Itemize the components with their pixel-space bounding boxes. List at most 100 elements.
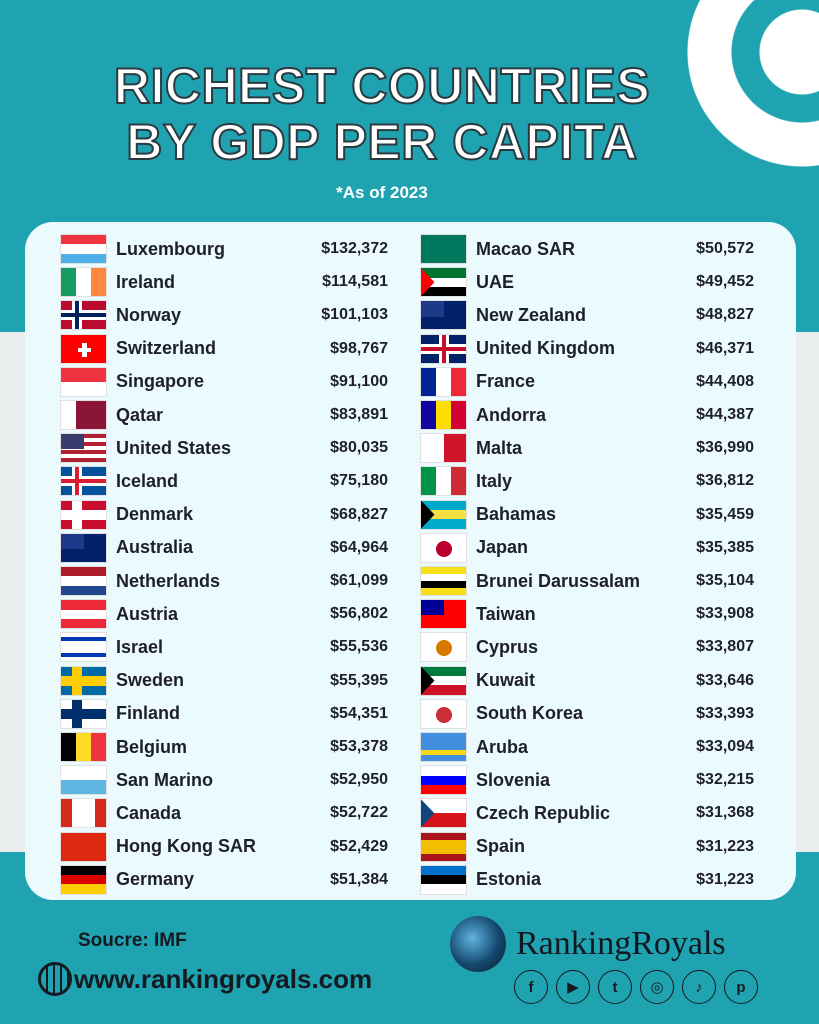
flag-new-zealand-icon bbox=[420, 300, 467, 331]
brand-logo: RankingRoyals bbox=[450, 916, 726, 972]
country-row-taiwan: Taiwan $33,908 bbox=[420, 599, 754, 630]
gdp-value: $64,964 bbox=[330, 538, 388, 556]
country-row-cyprus: Cyprus $33,807 bbox=[420, 632, 754, 663]
flag-sweden-icon bbox=[60, 665, 107, 696]
country-name: Denmark bbox=[116, 504, 194, 525]
country-row-japan: Japan $35,385 bbox=[420, 532, 754, 563]
gdp-value: $44,408 bbox=[696, 372, 754, 390]
country-row-aruba: Aruba $33,094 bbox=[420, 732, 754, 762]
country-name: United Kingdom bbox=[476, 338, 615, 359]
flag-denmark-icon bbox=[60, 499, 107, 530]
gdp-value: $52,950 bbox=[330, 771, 388, 789]
country-row-spain: Spain $31,223 bbox=[420, 831, 754, 862]
country-name: Slovenia bbox=[476, 769, 551, 790]
social-links: f ▶ t ◎ ♪ p bbox=[514, 970, 758, 1004]
flag-israel-icon bbox=[60, 632, 107, 663]
flag-iceland-icon bbox=[60, 466, 107, 497]
gdp-value: $35,104 bbox=[696, 572, 754, 589]
flag-finland-icon bbox=[60, 698, 107, 729]
flag-taiwan-icon bbox=[420, 599, 467, 630]
flag-belgium-icon bbox=[60, 732, 107, 762]
country-row-brunei-darussalam: Brunei Darussalam $35,104 bbox=[420, 566, 754, 596]
title-line-1: RICHEST COUNTRIES bbox=[113, 57, 651, 115]
country-name: Austria bbox=[116, 603, 179, 624]
country-name: Qatar bbox=[116, 404, 164, 425]
flag-aruba-icon bbox=[420, 732, 467, 762]
gdp-value: $33,094 bbox=[696, 738, 754, 755]
country-row-france: France $44,408 bbox=[420, 366, 754, 397]
gdp-value: $75,180 bbox=[330, 472, 388, 490]
country-name: Sweden bbox=[116, 670, 185, 691]
country-name: France bbox=[476, 371, 536, 392]
country-row-australia: Australia $64,964 bbox=[60, 532, 388, 563]
gdp-value: $132,372 bbox=[321, 240, 388, 257]
country-row-germany: Germany $51,384 bbox=[60, 864, 388, 895]
country-row-malta: Malta $36,990 bbox=[420, 433, 754, 464]
country-name: Italy bbox=[476, 470, 513, 491]
country-row-qatar: Qatar $83,891 bbox=[60, 400, 388, 430]
country-name: Macao SAR bbox=[476, 238, 576, 259]
flag-malta-icon bbox=[420, 433, 467, 464]
country-row-czech-republic: Czech Republic $31,368 bbox=[420, 798, 754, 829]
gdp-value: $44,387 bbox=[696, 406, 754, 423]
flag-macao-sar-icon bbox=[420, 234, 467, 264]
country-row-belgium: Belgium $53,378 bbox=[60, 732, 388, 762]
country-name: Ireland bbox=[116, 271, 176, 292]
gdp-value: $35,385 bbox=[696, 538, 754, 556]
country-name: Singapore bbox=[116, 371, 205, 392]
country-name: Malta bbox=[476, 437, 523, 458]
country-name: New Zealand bbox=[476, 304, 587, 325]
gdp-value: $31,368 bbox=[696, 804, 754, 822]
flag-slovenia-icon bbox=[420, 765, 467, 796]
flag-uae-icon bbox=[420, 267, 467, 298]
gdp-value: $55,395 bbox=[330, 671, 388, 689]
country-row-south-korea: South Korea $33,393 bbox=[420, 698, 754, 729]
tiktok-icon[interactable]: ♪ bbox=[682, 970, 716, 1004]
country-row-bahamas: Bahamas $35,459 bbox=[420, 499, 754, 530]
pinterest-icon[interactable]: p bbox=[724, 970, 758, 1004]
flag-norway-icon bbox=[60, 300, 107, 331]
gdp-value: $52,722 bbox=[330, 804, 388, 822]
gdp-value: $114,581 bbox=[322, 273, 388, 291]
twitter-icon[interactable]: t bbox=[598, 970, 632, 1004]
flag-spain-icon bbox=[420, 831, 467, 862]
website-link[interactable]: www.rankingroyals.com bbox=[38, 962, 372, 996]
instagram-icon[interactable]: ◎ bbox=[640, 970, 674, 1004]
country-row-switzerland: Switzerland $98,767 bbox=[60, 333, 388, 364]
brand-name: RankingRoyals bbox=[516, 925, 726, 962]
country-row-sweden: Sweden $55,395 bbox=[60, 665, 388, 696]
country-name: Canada bbox=[116, 802, 182, 823]
flag-france-icon bbox=[420, 366, 467, 397]
country-name: Spain bbox=[476, 836, 526, 857]
flag-united-states-icon bbox=[60, 433, 107, 464]
flag-kuwait-icon bbox=[420, 665, 467, 696]
country-row-italy: Italy $36,812 bbox=[420, 466, 754, 497]
right-column: Macao SAR $50,572 UAE $49,452 New Zealan… bbox=[420, 234, 754, 895]
gdp-value: $55,536 bbox=[330, 638, 388, 656]
country-row-netherlands: Netherlands $61,099 bbox=[60, 566, 388, 596]
flag-canada-icon bbox=[60, 798, 107, 829]
flag-luxembourg-icon bbox=[60, 234, 107, 264]
gdp-value: $56,802 bbox=[330, 605, 388, 623]
gdp-value: $54,351 bbox=[330, 704, 388, 722]
country-name: Andorra bbox=[476, 404, 547, 425]
left-column: Luxembourg $132,372 Ireland $114,581 Nor… bbox=[60, 234, 388, 895]
country-name: Israel bbox=[116, 636, 164, 657]
country-row-singapore: Singapore $91,100 bbox=[60, 366, 388, 397]
facebook-icon[interactable]: f bbox=[514, 970, 548, 1004]
flag-austria-icon bbox=[60, 599, 107, 630]
country-name: Aruba bbox=[476, 736, 529, 757]
gdp-value: $49,452 bbox=[696, 273, 754, 291]
gdp-value: $53,378 bbox=[330, 738, 388, 755]
country-name: Hong Kong SAR bbox=[116, 836, 256, 857]
country-name: Czech Republic bbox=[476, 802, 611, 823]
country-name: Germany bbox=[116, 869, 195, 890]
flag-czech-republic-icon bbox=[420, 798, 467, 829]
flag-qatar-icon bbox=[60, 400, 107, 430]
flag-switzerland-icon bbox=[60, 333, 107, 364]
gdp-value: $68,827 bbox=[330, 505, 388, 523]
country-row-iceland: Iceland $75,180 bbox=[60, 466, 388, 497]
youtube-icon[interactable]: ▶ bbox=[556, 970, 590, 1004]
country-name: United States bbox=[116, 437, 232, 458]
logo-orb-icon bbox=[450, 916, 506, 972]
